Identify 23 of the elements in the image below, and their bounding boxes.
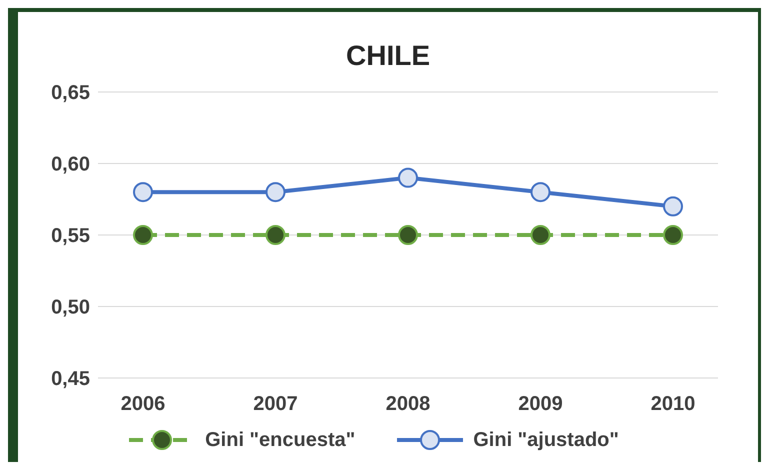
x-tick-label: 2008 — [386, 393, 430, 416]
y-tick-label: 0,50 — [51, 296, 90, 319]
point — [266, 225, 286, 245]
point — [133, 225, 153, 245]
x-tick-label: 2006 — [120, 393, 166, 416]
point — [398, 225, 418, 245]
point — [663, 196, 683, 216]
point — [530, 182, 550, 202]
point — [266, 182, 286, 202]
legend-label: Gini "ajustado" — [473, 428, 619, 452]
y-tick-label: 0,55 — [51, 225, 90, 248]
x-tick-label: 2010 — [650, 393, 696, 416]
point — [663, 225, 683, 245]
y-tick-label: 0,65 — [51, 82, 90, 104]
legend-label: Gini "encuesta" — [205, 428, 356, 452]
point — [133, 182, 153, 202]
y-tick-label: 0,45 — [51, 368, 90, 390]
point — [530, 225, 550, 245]
x-tick-label: 2007 — [253, 393, 298, 416]
x-tick-label: 2009 — [518, 393, 563, 416]
point — [398, 168, 418, 188]
y-tick-label: 0,60 — [51, 154, 90, 176]
chart-title: CHILE — [345, 40, 431, 72]
